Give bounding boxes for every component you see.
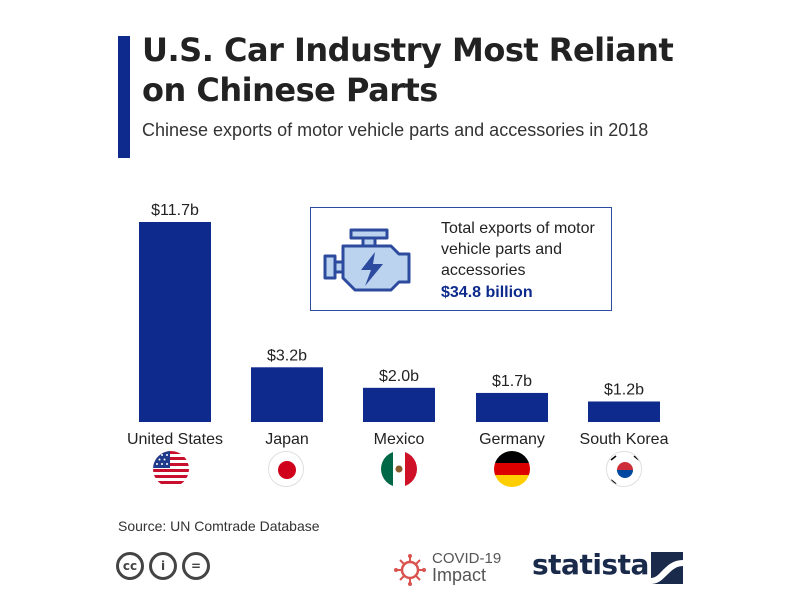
bar-mexico (363, 387, 435, 422)
page-title: U.S. Car Industry Most Reliant on Chines… (142, 31, 674, 109)
germany-flag-icon (494, 451, 530, 487)
covid-label: COVID-19 (432, 550, 502, 567)
us-flag-icon (153, 451, 189, 487)
attribution-icon[interactable]: i (149, 552, 177, 580)
bar-value-label: $1.2b (604, 381, 644, 398)
total-exports-box: Total exports of motor vehicle parts and… (310, 207, 612, 311)
bar-value-label: $11.7b (151, 202, 199, 219)
engine-icon (323, 228, 411, 292)
bar-south-korea (588, 401, 660, 422)
total-exports-value: $34.8 billion (441, 284, 533, 301)
bar-germany (476, 392, 548, 422)
license-icons: cc i = (116, 552, 210, 580)
cc-icon[interactable]: cc (116, 552, 144, 580)
title-accent-bar (118, 36, 130, 158)
covid-impact-badge[interactable]: COVID-19 Impact (394, 550, 524, 590)
total-exports-label: Total exports of motor vehicle parts and… (441, 220, 595, 279)
category-label: Mexico (374, 431, 425, 448)
source-note: Source: UN Comtrade Database (118, 518, 320, 534)
mexico-flag-icon (381, 451, 417, 487)
bar-japan (251, 367, 323, 422)
bar-value-label: $3.2b (267, 347, 307, 364)
category-label: Japan (265, 431, 309, 448)
category-label: United States (127, 431, 223, 448)
south-korea-flag-icon (606, 451, 642, 487)
virus-icon (394, 554, 426, 586)
statista-logo-text[interactable]: statista (532, 548, 649, 581)
category-label: Germany (479, 431, 545, 448)
impact-label: Impact (432, 565, 487, 585)
page-subtitle: Chinese exports of motor vehicle parts a… (142, 120, 649, 140)
statista-logo-icon (651, 552, 683, 584)
bar-value-label: $1.7b (492, 373, 532, 390)
bar-united-states (139, 222, 211, 422)
category-label: South Korea (580, 431, 669, 448)
japan-flag-icon (268, 451, 304, 487)
no-derivatives-icon[interactable]: = (182, 552, 210, 580)
bar-value-label: $2.0b (379, 368, 419, 385)
